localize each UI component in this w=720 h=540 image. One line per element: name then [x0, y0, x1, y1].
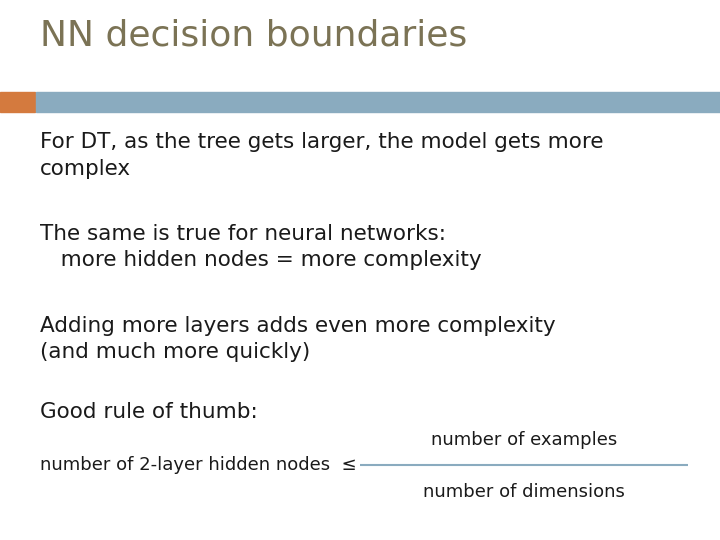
Text: number of 2-layer hidden nodes  ≤: number of 2-layer hidden nodes ≤ [40, 456, 356, 475]
Text: Adding more layers adds even more complexity
(and much more quickly): Adding more layers adds even more comple… [40, 316, 555, 362]
Bar [36, 92, 720, 112]
Text: The same is true for neural networks:
   more hidden nodes = more complexity: The same is true for neural networks: mo… [40, 224, 481, 271]
Bar [0, 92, 35, 112]
Text: number of dimensions: number of dimensions [423, 483, 625, 502]
Text: number of examples: number of examples [431, 431, 617, 449]
Text: NN decision boundaries: NN decision boundaries [40, 19, 467, 53]
Text: For DT, as the tree gets larger, the model gets more
complex: For DT, as the tree gets larger, the mod… [40, 132, 603, 179]
Text: Good rule of thumb:: Good rule of thumb: [40, 402, 257, 422]
